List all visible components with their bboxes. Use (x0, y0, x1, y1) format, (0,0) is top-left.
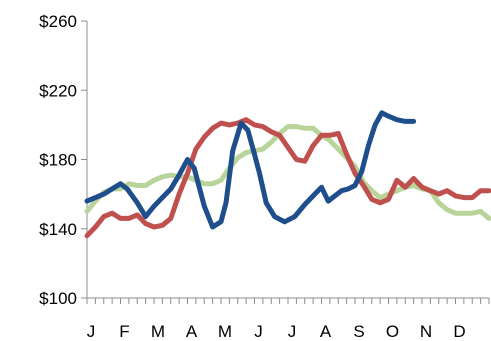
x-tick-label: N (420, 322, 432, 341)
series-line-1 (84, 110, 417, 230)
series-line-2 (84, 117, 491, 239)
axes (81, 20, 490, 304)
x-tick-label: M (151, 322, 165, 341)
x-tick-label: M (218, 322, 232, 341)
x-tick-label: A (186, 322, 198, 341)
y-tick-label: $140 (39, 220, 77, 239)
x-tick-label: S (353, 322, 364, 341)
x-tick-label: O (386, 322, 399, 341)
y-tick-label: $260 (39, 12, 77, 31)
series-line-3 (84, 124, 491, 221)
y-tick-label: $100 (39, 289, 77, 308)
axis-labels: $100 $140 $180 $220 $260 J F M A M J J A S O N D (39, 12, 465, 341)
series-lines (84, 110, 491, 239)
x-tick-label: J (254, 322, 263, 341)
y-tick-label: $220 (39, 81, 77, 100)
x-tick-label: J (288, 322, 297, 341)
y-tick-label: $180 (39, 151, 77, 170)
x-tick-label: F (119, 322, 129, 341)
x-tick-label: J (87, 322, 96, 341)
x-tick-label: A (320, 322, 332, 341)
x-tick-label: D (453, 322, 465, 341)
